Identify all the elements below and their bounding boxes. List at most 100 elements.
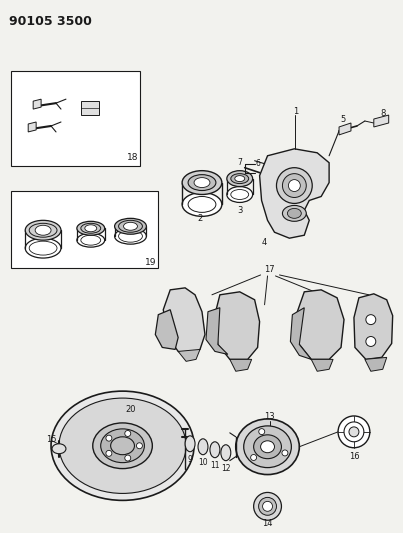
Polygon shape: [206, 308, 228, 354]
Text: 11: 11: [210, 461, 220, 470]
Circle shape: [259, 429, 265, 434]
Text: 10: 10: [198, 458, 208, 467]
Ellipse shape: [114, 228, 146, 244]
Text: 90105 3500: 90105 3500: [9, 15, 92, 28]
Polygon shape: [260, 149, 329, 238]
Circle shape: [366, 336, 376, 346]
Ellipse shape: [244, 426, 291, 467]
Circle shape: [137, 443, 142, 449]
Ellipse shape: [29, 241, 57, 255]
Ellipse shape: [118, 230, 142, 242]
Ellipse shape: [276, 168, 312, 204]
Ellipse shape: [185, 436, 195, 451]
Ellipse shape: [114, 219, 146, 234]
Ellipse shape: [227, 171, 253, 187]
Polygon shape: [311, 359, 333, 372]
Text: 7: 7: [237, 158, 242, 167]
Text: 13: 13: [264, 413, 275, 422]
Circle shape: [263, 502, 272, 511]
Text: 3: 3: [237, 206, 243, 215]
Text: 2: 2: [197, 214, 203, 223]
Ellipse shape: [198, 439, 208, 455]
Ellipse shape: [210, 442, 220, 458]
Circle shape: [259, 497, 276, 515]
Circle shape: [366, 314, 376, 325]
Bar: [11, 71, 140, 166]
Ellipse shape: [77, 221, 105, 235]
Text: 8: 8: [380, 109, 385, 118]
Ellipse shape: [25, 238, 61, 258]
Text: 9: 9: [188, 455, 193, 464]
Text: 4: 4: [262, 238, 267, 247]
Ellipse shape: [52, 444, 66, 454]
Text: 1: 1: [293, 107, 298, 116]
Ellipse shape: [283, 205, 306, 221]
Ellipse shape: [81, 235, 101, 245]
Polygon shape: [155, 310, 178, 350]
Ellipse shape: [81, 223, 101, 233]
Circle shape: [106, 450, 112, 456]
Polygon shape: [339, 123, 351, 135]
Ellipse shape: [283, 174, 306, 198]
Polygon shape: [178, 350, 200, 361]
Circle shape: [344, 422, 364, 442]
Text: 5: 5: [341, 115, 346, 124]
Ellipse shape: [59, 398, 186, 494]
Text: 14: 14: [262, 519, 273, 528]
Ellipse shape: [29, 223, 57, 237]
Ellipse shape: [124, 222, 137, 230]
Polygon shape: [365, 357, 387, 372]
Ellipse shape: [182, 192, 222, 216]
Circle shape: [338, 416, 370, 448]
Circle shape: [106, 435, 112, 441]
Ellipse shape: [289, 180, 300, 191]
Polygon shape: [230, 359, 251, 372]
Text: 17: 17: [264, 265, 275, 274]
Ellipse shape: [231, 174, 249, 183]
Ellipse shape: [85, 225, 97, 232]
Ellipse shape: [261, 441, 274, 453]
Ellipse shape: [227, 187, 253, 203]
Circle shape: [282, 450, 288, 456]
Ellipse shape: [221, 445, 231, 461]
Polygon shape: [33, 99, 41, 109]
Polygon shape: [163, 288, 205, 356]
Ellipse shape: [194, 177, 210, 188]
Text: 6: 6: [255, 159, 260, 168]
Polygon shape: [297, 290, 344, 359]
Ellipse shape: [35, 225, 51, 235]
Ellipse shape: [287, 208, 301, 219]
Ellipse shape: [93, 423, 152, 469]
Circle shape: [253, 492, 281, 520]
Text: 16: 16: [349, 452, 359, 461]
Bar: [11, 190, 158, 268]
Ellipse shape: [101, 429, 144, 463]
Polygon shape: [374, 115, 389, 127]
Ellipse shape: [77, 233, 105, 247]
Ellipse shape: [236, 419, 299, 474]
Polygon shape: [215, 292, 260, 359]
Text: 19: 19: [145, 257, 156, 266]
Ellipse shape: [253, 435, 281, 459]
Text: 15: 15: [46, 435, 56, 445]
Polygon shape: [354, 294, 393, 359]
Ellipse shape: [111, 437, 135, 455]
Ellipse shape: [231, 190, 249, 199]
Text: 20: 20: [125, 405, 136, 414]
Circle shape: [349, 427, 359, 437]
Bar: [81, 101, 99, 115]
Ellipse shape: [51, 391, 194, 500]
Text: 18: 18: [127, 154, 138, 162]
Circle shape: [251, 455, 257, 461]
Polygon shape: [28, 122, 36, 132]
Ellipse shape: [25, 220, 61, 240]
Ellipse shape: [118, 220, 142, 232]
Text: 12: 12: [221, 464, 231, 473]
Ellipse shape: [182, 171, 222, 195]
Circle shape: [125, 455, 131, 461]
Ellipse shape: [188, 197, 216, 212]
Polygon shape: [291, 308, 311, 359]
Ellipse shape: [235, 176, 245, 182]
Circle shape: [125, 431, 131, 437]
Ellipse shape: [188, 175, 216, 190]
